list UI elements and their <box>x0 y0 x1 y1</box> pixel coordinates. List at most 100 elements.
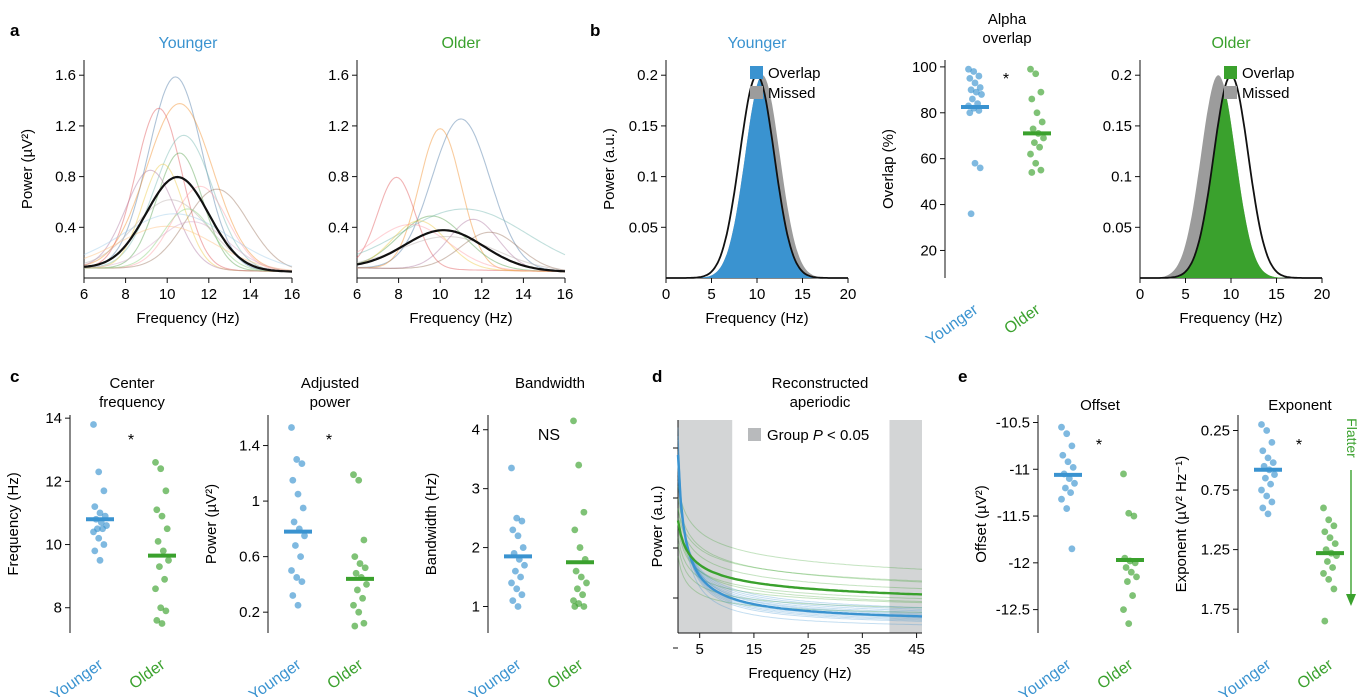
series-line <box>83 152 293 273</box>
data-point <box>153 506 161 514</box>
y-tick-label: -11.5 <box>997 508 1030 525</box>
younger-series-line <box>677 473 923 612</box>
data-point <box>350 471 357 479</box>
chart-title: Adjusted power <box>301 375 359 411</box>
y-tick-label: 0.25 <box>1201 422 1230 439</box>
data-point <box>570 597 577 604</box>
younger-series-line <box>677 454 923 616</box>
data-point <box>1065 475 1073 483</box>
series-line <box>83 103 293 272</box>
y-tick-label: 1 <box>252 493 260 510</box>
legend-swatch-missed <box>750 86 763 99</box>
data-point <box>514 532 522 540</box>
data-point <box>289 476 297 484</box>
data-point <box>571 526 579 534</box>
x-tick-label: 20 <box>1314 286 1331 303</box>
data-point <box>1120 470 1127 478</box>
y-tick-label: 1.4 <box>239 438 260 455</box>
chart-e-exponent: 1.75 1.25 0.75 0.25 Exponent (µV² Hz⁻¹) Expon… <box>1173 397 1359 697</box>
chart-b-overlap: 20 40 60 80 100 Overlap (%) Alpha overlap Younge… <box>880 11 1051 349</box>
significance-marker: * <box>1296 437 1302 454</box>
legend-label-overlap: Overlap <box>768 65 821 82</box>
older-series-line <box>677 485 923 570</box>
data-point <box>969 95 976 103</box>
data-point <box>519 544 527 551</box>
series-line <box>83 107 293 273</box>
data-point <box>90 528 97 536</box>
younger-series-line <box>677 464 923 615</box>
y-tick-label: 1.6 <box>55 67 76 84</box>
data-point <box>1325 516 1333 524</box>
data-point <box>976 164 984 172</box>
series-line <box>356 208 566 256</box>
data-point <box>514 603 522 610</box>
x-tick-label: 10 <box>749 286 766 303</box>
data-point <box>518 517 526 525</box>
data-point <box>512 567 519 575</box>
y-tick-label: 10 <box>45 537 62 554</box>
x-tick-label: 8 <box>121 286 129 303</box>
data-point <box>1069 463 1077 471</box>
x-tick-label: 10 <box>432 286 449 303</box>
data-point <box>521 561 528 569</box>
series-line <box>84 188 293 269</box>
data-point <box>152 585 159 593</box>
data-point <box>509 526 517 534</box>
data-point <box>1058 423 1065 431</box>
y-tick-label: 1.25 <box>1201 542 1230 559</box>
data-point <box>1325 575 1333 583</box>
data-point <box>90 421 97 428</box>
panel-label-d: d <box>652 367 662 386</box>
data-point <box>1263 427 1271 434</box>
data-point <box>1320 570 1327 577</box>
data-point <box>99 525 106 533</box>
legend-label-part: Group <box>767 427 813 444</box>
data-point <box>360 619 368 627</box>
data-point <box>95 534 103 542</box>
data-point <box>1037 88 1045 96</box>
significance-shade <box>678 420 733 633</box>
data-point <box>288 424 295 431</box>
panel-label-b: b <box>590 21 600 40</box>
younger-series-line <box>677 439 923 621</box>
series-line <box>83 213 293 267</box>
chart-title: Younger <box>727 35 787 52</box>
y-tick-label: 100 <box>912 59 937 76</box>
data-point <box>1133 573 1140 581</box>
significance-marker: * <box>1003 71 1009 88</box>
y-tick-label: 0.05 <box>1103 219 1132 236</box>
younger-series-line <box>677 451 922 619</box>
data-point <box>1063 505 1071 512</box>
x-tick-label: 10 <box>1223 286 1240 303</box>
data-point <box>1033 109 1041 117</box>
chart-title: Alpha overlap <box>982 11 1031 47</box>
x-tick-label: 6 <box>353 286 361 303</box>
data-point <box>294 601 302 609</box>
series-line <box>83 199 293 272</box>
chart-title-line: overlap <box>982 30 1031 47</box>
data-point <box>354 586 361 594</box>
y-tick-label: 0.4 <box>328 219 349 236</box>
data-point <box>1267 480 1274 488</box>
data-point <box>580 508 588 516</box>
y-tick-label: 0.4 <box>55 219 76 236</box>
category-label: Older <box>126 656 168 693</box>
data-point <box>359 594 366 602</box>
data-point <box>355 608 363 616</box>
data-point <box>967 210 975 218</box>
data-point <box>363 581 370 588</box>
series-line <box>84 221 293 272</box>
y-tick-label: 2 <box>472 540 480 557</box>
data-point <box>152 458 159 466</box>
younger-series-line <box>677 427 922 626</box>
y-tick-label: 1.2 <box>328 118 349 135</box>
data-point <box>91 547 99 555</box>
data-point <box>1124 578 1131 585</box>
younger-series-line <box>677 477 923 610</box>
data-point <box>162 607 170 615</box>
data-point <box>1268 498 1276 506</box>
data-point <box>571 603 579 610</box>
x-tick-label: 16 <box>284 286 301 303</box>
y-tick-label: 0.2 <box>637 67 658 84</box>
x-tick-label: 15 <box>794 286 811 303</box>
